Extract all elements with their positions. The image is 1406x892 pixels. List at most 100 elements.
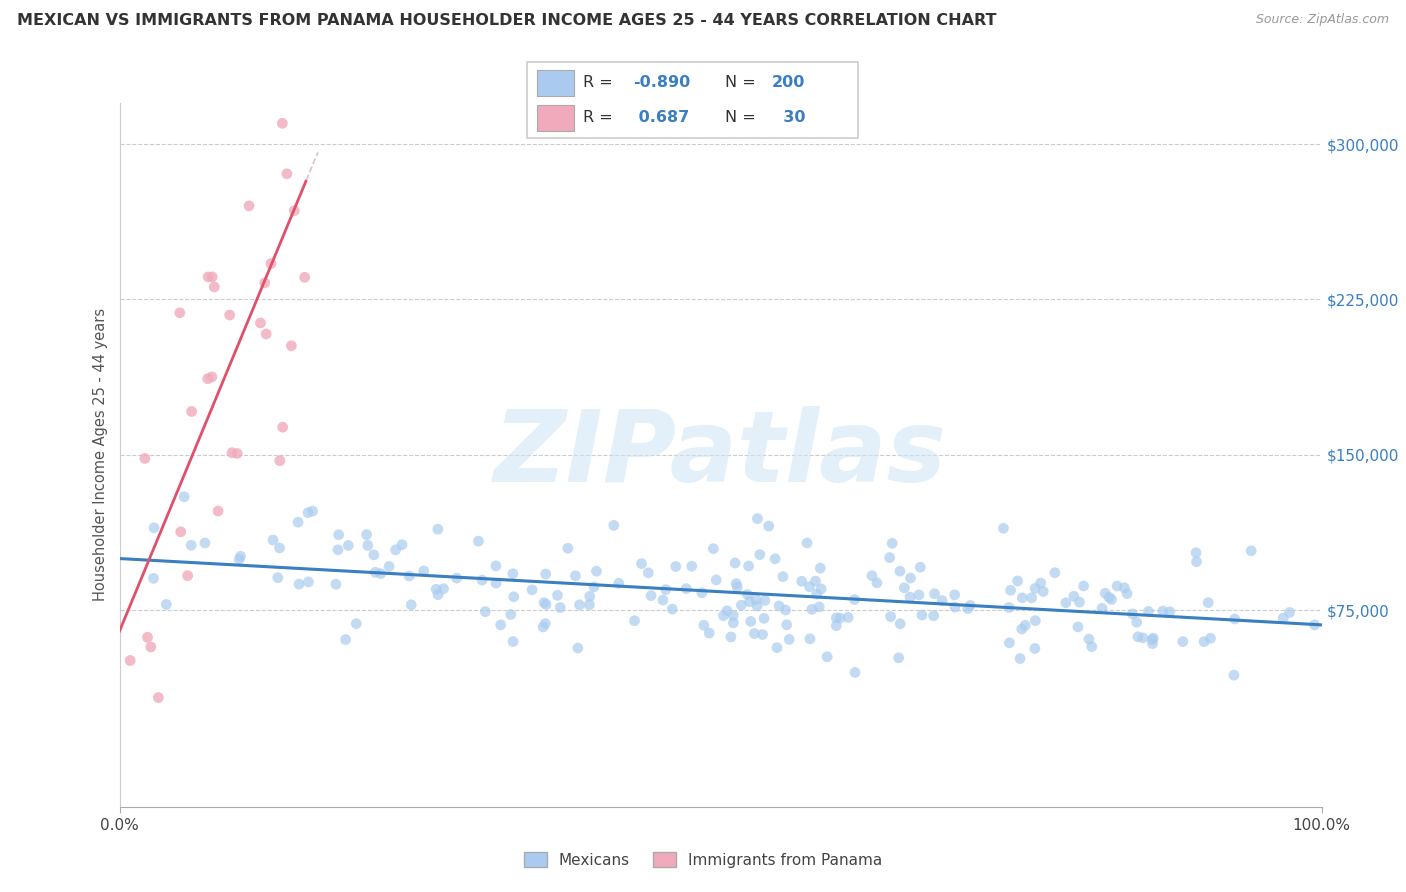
- Point: [176, 568, 198, 582]
- Point: [134, 451, 156, 466]
- Point: [1303, 618, 1326, 632]
- Point: [301, 504, 323, 518]
- Point: [713, 608, 735, 623]
- Point: [1185, 546, 1208, 560]
- Point: [825, 618, 848, 632]
- Point: [1011, 622, 1033, 636]
- Point: [297, 574, 319, 589]
- Point: [720, 630, 742, 644]
- Point: [547, 588, 569, 602]
- Point: [557, 541, 579, 556]
- Point: [808, 599, 831, 614]
- Point: [294, 270, 316, 285]
- Point: [661, 602, 683, 616]
- Point: [1007, 574, 1029, 588]
- Point: [844, 592, 866, 607]
- Point: [998, 600, 1021, 615]
- Point: [391, 538, 413, 552]
- Point: [356, 527, 378, 541]
- Point: [180, 538, 202, 552]
- Point: [775, 603, 797, 617]
- Point: [197, 372, 219, 386]
- Point: [201, 369, 224, 384]
- Point: [737, 588, 759, 602]
- Text: -0.890: -0.890: [633, 76, 690, 90]
- Point: [287, 515, 309, 529]
- Point: [1171, 634, 1194, 648]
- Point: [218, 308, 240, 322]
- Point: [568, 598, 591, 612]
- Point: [754, 593, 776, 607]
- Point: [169, 306, 191, 320]
- Point: [931, 593, 953, 607]
- Point: [1073, 579, 1095, 593]
- Text: N =: N =: [725, 111, 756, 125]
- Point: [810, 582, 832, 596]
- Point: [485, 576, 508, 591]
- Point: [276, 167, 298, 181]
- Point: [267, 571, 290, 585]
- Point: [582, 580, 605, 594]
- Point: [139, 640, 162, 654]
- Point: [1063, 589, 1085, 603]
- Point: [534, 567, 557, 582]
- Point: [806, 587, 828, 601]
- Point: [693, 618, 716, 632]
- Point: [607, 576, 630, 591]
- Point: [640, 589, 662, 603]
- Point: [398, 569, 420, 583]
- Point: [337, 539, 360, 553]
- Text: R =: R =: [583, 111, 613, 125]
- Point: [796, 536, 818, 550]
- Point: [900, 571, 922, 585]
- Point: [837, 610, 859, 624]
- Point: [363, 548, 385, 562]
- Point: [1142, 632, 1164, 647]
- Point: [815, 649, 838, 664]
- Point: [502, 566, 524, 581]
- Point: [533, 596, 555, 610]
- Point: [1142, 637, 1164, 651]
- Point: [887, 650, 910, 665]
- Point: [471, 573, 494, 587]
- Point: [269, 541, 291, 555]
- Point: [412, 564, 434, 578]
- Point: [1223, 612, 1246, 626]
- Point: [889, 616, 911, 631]
- Point: [1067, 620, 1090, 634]
- Point: [704, 573, 727, 587]
- Point: [297, 506, 319, 520]
- Point: [681, 559, 703, 574]
- Point: [910, 560, 932, 574]
- Text: 30: 30: [772, 111, 806, 125]
- Point: [879, 550, 901, 565]
- Point: [1077, 632, 1099, 646]
- Point: [1223, 668, 1246, 682]
- Point: [893, 581, 915, 595]
- Point: [747, 511, 769, 525]
- Bar: [537, 105, 574, 130]
- Point: [702, 541, 724, 556]
- Point: [384, 542, 406, 557]
- Point: [748, 548, 770, 562]
- Point: [1098, 591, 1121, 605]
- Point: [262, 533, 284, 547]
- Point: [344, 616, 367, 631]
- Point: [879, 609, 901, 624]
- Point: [180, 404, 202, 418]
- Point: [911, 608, 934, 623]
- Point: [768, 599, 790, 613]
- Point: [723, 615, 745, 630]
- Text: 200: 200: [772, 76, 806, 90]
- FancyBboxPatch shape: [527, 62, 858, 138]
- Point: [502, 634, 524, 648]
- Point: [474, 605, 496, 619]
- Point: [1024, 582, 1046, 596]
- Point: [922, 608, 945, 623]
- Point: [1043, 566, 1066, 580]
- Point: [485, 558, 508, 573]
- Point: [745, 592, 768, 607]
- Point: [924, 587, 946, 601]
- Point: [766, 640, 789, 655]
- Point: [725, 580, 748, 594]
